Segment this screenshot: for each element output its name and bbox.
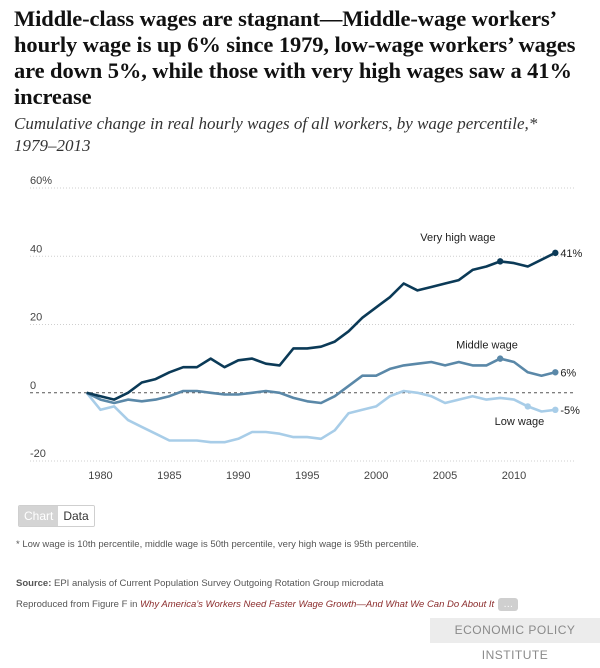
y-tick-label: 20 (30, 312, 42, 324)
report-link[interactable]: Why America’s Workers Need Faster Wage G… (140, 599, 495, 611)
repro-prefix: Reproduced from Figure F in (16, 599, 141, 611)
series-label: Very high wage (420, 232, 495, 244)
y-tick-label: 0 (30, 380, 36, 392)
y-tick-label: -20 (30, 448, 46, 460)
x-tick-label: 1985 (157, 470, 181, 482)
series-line (86, 251, 556, 401)
series-line (86, 357, 556, 405)
view-tabs: Chart Data (18, 505, 95, 527)
x-tick-label: 1990 (226, 470, 250, 482)
reproduced-note: Reproduced from Figure F in Why America’… (16, 598, 519, 611)
source-text: EPI analysis of Current Population Surve… (51, 578, 384, 589)
tab-chart[interactable]: Chart (19, 506, 59, 526)
source-label: Source: (16, 578, 52, 589)
data-point (552, 406, 559, 414)
chart-title: Middle-class wages are stagnant—Middle-w… (14, 6, 576, 109)
more-button[interactable]: … (498, 598, 519, 611)
source-note: Source: EPI analysis of Current Populati… (16, 578, 384, 589)
data-point (552, 249, 559, 257)
x-tick-label: 2000 (364, 470, 388, 482)
data-point (496, 355, 504, 362)
footnote: * Low wage is 10th percentile, middle wa… (16, 539, 419, 550)
data-point (524, 403, 531, 410)
line-chart: 60% 40 20 0 -20 1980 1985 1990 1995 2000 2005 2010 -… (30, 175, 583, 482)
series-line (85, 389, 556, 444)
brand-logo: ECONOMIC POLICY INSTITUTE (430, 618, 600, 662)
y-tick-label: 60% (30, 175, 52, 187)
chart-subtitle: Cumulative change in real hourly wages o… (14, 114, 538, 155)
y-tick-label: 40 (30, 243, 42, 255)
x-tick-label: 2010 (502, 470, 526, 482)
end-value-label: 6% (560, 367, 576, 379)
series-label: Middle wage (456, 339, 518, 351)
x-tick-label: 2005 (433, 470, 457, 482)
data-point (552, 369, 559, 376)
data-point (496, 258, 504, 265)
x-tick-label: 1980 (88, 470, 112, 482)
tab-data[interactable]: Data (58, 506, 94, 526)
end-value-label: 41% (560, 248, 582, 260)
end-value-label: -5% (560, 405, 580, 417)
series-label: Low wage (495, 416, 545, 428)
x-tick-label: 1995 (295, 470, 319, 482)
